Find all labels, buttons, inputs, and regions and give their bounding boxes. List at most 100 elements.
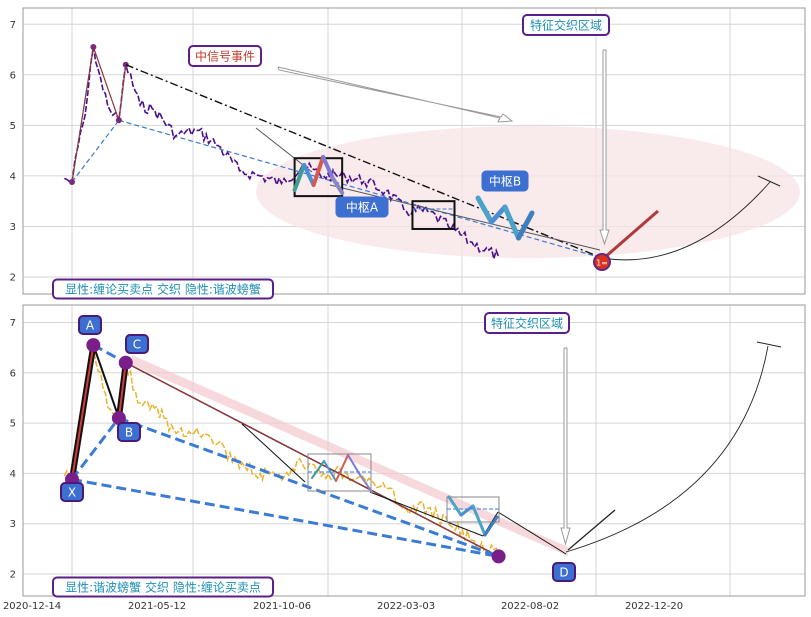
y-tick-label: 7 <box>10 318 16 329</box>
x-tick-label: 2021-10-06 <box>253 601 311 612</box>
zigzag-segment <box>359 474 373 493</box>
zigzag-segment <box>516 210 535 241</box>
signal-event-label-box <box>188 45 262 67</box>
zhongshu-b-label: 中枢B <box>481 170 529 192</box>
y-tick-label: 2 <box>10 570 16 581</box>
point-a-marker <box>86 338 101 353</box>
point-a-label-box <box>78 315 102 335</box>
zigzag-segment <box>311 460 325 479</box>
y-tick-label: 3 <box>10 519 16 530</box>
projection-curve <box>601 181 771 261</box>
forecast-line <box>603 209 659 260</box>
point-b-marker <box>111 411 126 426</box>
point-d-label: D <box>552 562 576 582</box>
feature-zone-label-bottom-box <box>484 312 570 334</box>
swing-point-c <box>122 61 129 68</box>
legend-top-text: 显性:缠论买卖点 交织 隐性:谐波螃蟹 <box>65 282 261 297</box>
x-tick-label: 2022-12-20 <box>625 601 683 612</box>
point-b-label-box <box>117 422 141 442</box>
y-tick-label: 5 <box>10 121 16 132</box>
zigzag-segment <box>335 454 349 482</box>
support-line-xb <box>71 119 120 183</box>
projection-curve <box>565 345 769 553</box>
point-d-label-text: D <box>559 566 568 580</box>
point-c-marker <box>118 355 133 370</box>
leg-ab <box>92 344 120 419</box>
zigzag-segment <box>323 460 337 482</box>
point-c-label-box <box>125 334 149 354</box>
legend-bottom-box <box>52 576 274 598</box>
point-d-marker <box>491 549 506 564</box>
feature-zone-label-top: 特征交织区域 <box>522 14 610 36</box>
trend-segment <box>497 511 567 555</box>
swing-point-a <box>90 43 97 50</box>
structure-line-bd <box>118 416 500 558</box>
zigzag-segment <box>347 454 361 476</box>
trend-segment <box>329 184 601 251</box>
leg-bc-inner <box>117 362 127 419</box>
point-x-label-text: X <box>68 486 76 500</box>
legend-top: 显性:缠论买卖点 交织 隐性:谐波螃蟹 <box>52 278 274 300</box>
leg-cd-inner <box>125 362 499 557</box>
zhongshu-a-label: 中枢A <box>335 196 389 218</box>
zhongshu-b-box <box>411 200 456 230</box>
x-tick-label: 2022-08-02 <box>501 601 559 612</box>
zigzag-segment <box>475 195 494 225</box>
signal-arrow <box>277 66 514 123</box>
leg-xa-inner <box>71 344 95 480</box>
signal-event-label-text: 中信号事件 <box>195 49 255 64</box>
zhongshu-b-label-text: 中枢B <box>489 174 521 189</box>
point-c-label: C <box>125 334 149 354</box>
point-x-label-box <box>60 482 84 502</box>
point-d-label-box <box>552 562 576 582</box>
y-tick-label: 6 <box>10 70 16 81</box>
plot-frame <box>22 304 806 597</box>
buy-point-circle <box>593 253 611 271</box>
zigzag-segment <box>302 163 316 187</box>
zhongshu-a-label-box <box>335 196 389 218</box>
zigzag-segment <box>471 504 487 537</box>
point-c-label-text: C <box>133 338 141 352</box>
y-tick-label: 4 <box>10 469 16 480</box>
plot-frame <box>22 7 806 295</box>
zone-arrow-bottom <box>560 347 571 546</box>
point-b-label: B <box>117 422 141 442</box>
point-a-label-text: A <box>86 319 95 333</box>
feature-zone-label-bottom-text: 特征交织区域 <box>491 316 563 331</box>
swing-lines <box>71 46 127 183</box>
y-tick-label: 6 <box>10 368 16 379</box>
zhongshu-a-label-text: 中枢A <box>346 200 379 215</box>
feature-zone-ellipse <box>256 126 800 258</box>
zigzag-segment <box>311 155 326 187</box>
zigzag-segment <box>447 495 463 517</box>
feature-zone-label-top-box <box>522 14 610 36</box>
zone-arrow-top <box>599 49 610 246</box>
legend-top-box <box>52 278 274 300</box>
buy-point-text: 1= <box>596 259 608 268</box>
legend-bottom-text: 显性:谐波螃蟹 交织 隐性:缠论买卖点 <box>65 580 261 595</box>
x-tick-label: 2020-12-14 <box>3 601 61 612</box>
point-b-label-text: B <box>125 426 133 440</box>
projection-cap <box>756 341 782 348</box>
zigzag-segment <box>330 176 345 195</box>
signal-event-label: 中信号事件 <box>188 45 262 67</box>
zhongshu-a-box <box>293 157 344 198</box>
trend-segment <box>241 423 306 483</box>
point-x-label: X <box>60 482 84 502</box>
zigzag-segment <box>502 204 521 241</box>
swing-point-b <box>115 117 122 124</box>
zhongshu-b-label-box <box>481 170 529 192</box>
channel-band <box>132 355 568 556</box>
zigzag-segment <box>292 163 307 192</box>
feature-zone-label-top-text: 特征交织区域 <box>530 18 602 33</box>
structure-line-xb <box>70 417 121 481</box>
forecast-line <box>567 509 616 551</box>
y-tick-label: 7 <box>10 20 16 31</box>
feature-zone-label-bottom: 特征交织区域 <box>484 312 570 334</box>
legend-bottom: 显性:谐波螃蟹 交织 隐性:缠论买卖点 <box>52 576 274 598</box>
projection-cap <box>757 175 781 187</box>
zigzag-segment <box>483 515 499 537</box>
